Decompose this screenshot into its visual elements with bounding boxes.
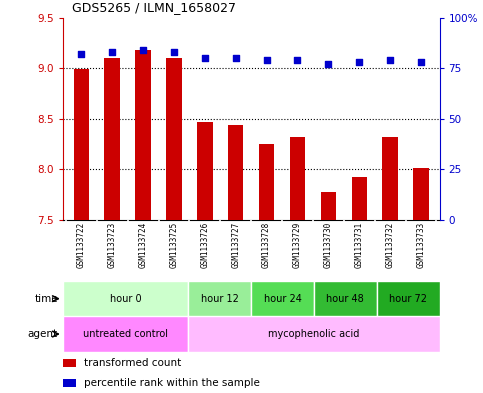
Text: GSM1133728: GSM1133728	[262, 222, 271, 268]
Point	[386, 57, 394, 63]
Text: percentile rank within the sample: percentile rank within the sample	[84, 378, 259, 387]
Bar	[413, 169, 429, 220]
Bar	[259, 144, 274, 220]
Text: GDS5265 / ILMN_1658027: GDS5265 / ILMN_1658027	[72, 1, 237, 14]
Bar	[321, 192, 336, 220]
Bar	[104, 58, 120, 220]
Bar	[63, 359, 76, 367]
Point	[263, 57, 270, 63]
Bar	[197, 122, 213, 220]
Point	[294, 57, 301, 63]
Bar	[383, 137, 398, 220]
Text: GSM1133730: GSM1133730	[324, 222, 333, 268]
Bar	[63, 316, 188, 352]
Point	[325, 61, 332, 67]
Bar	[352, 176, 367, 220]
Bar	[63, 378, 76, 387]
Bar	[314, 281, 377, 316]
Bar	[290, 137, 305, 220]
Text: GSM1133726: GSM1133726	[200, 222, 209, 268]
Bar	[228, 125, 243, 220]
Text: agent: agent	[28, 329, 58, 339]
Bar	[188, 281, 251, 316]
Text: GSM1133732: GSM1133732	[385, 222, 395, 268]
Text: GSM1133723: GSM1133723	[108, 222, 117, 268]
Point	[201, 55, 209, 61]
Text: hour 12: hour 12	[201, 294, 239, 304]
Text: GSM1133722: GSM1133722	[77, 222, 86, 268]
Text: time: time	[34, 294, 58, 304]
Text: hour 0: hour 0	[110, 294, 142, 304]
Text: GSM1133729: GSM1133729	[293, 222, 302, 268]
Point	[139, 47, 147, 53]
Bar	[63, 281, 188, 316]
Text: GSM1133727: GSM1133727	[231, 222, 240, 268]
Bar	[188, 316, 440, 352]
Text: transformed count: transformed count	[84, 358, 181, 368]
Text: GSM1133733: GSM1133733	[416, 222, 426, 268]
Bar	[377, 281, 440, 316]
Point	[355, 59, 363, 65]
Text: hour 24: hour 24	[264, 294, 301, 304]
Bar	[73, 69, 89, 220]
Text: hour 72: hour 72	[389, 294, 427, 304]
Text: mycophenolic acid: mycophenolic acid	[268, 329, 360, 339]
Text: hour 48: hour 48	[327, 294, 364, 304]
Point	[170, 49, 178, 55]
Bar	[251, 281, 314, 316]
Point	[108, 49, 116, 55]
Text: GSM1133724: GSM1133724	[139, 222, 148, 268]
Bar	[166, 58, 182, 220]
Text: untreated control: untreated control	[83, 329, 168, 339]
Text: GSM1133731: GSM1133731	[355, 222, 364, 268]
Point	[77, 51, 85, 57]
Text: GSM1133725: GSM1133725	[170, 222, 178, 268]
Point	[417, 59, 425, 65]
Point	[232, 55, 240, 61]
Bar	[135, 50, 151, 220]
